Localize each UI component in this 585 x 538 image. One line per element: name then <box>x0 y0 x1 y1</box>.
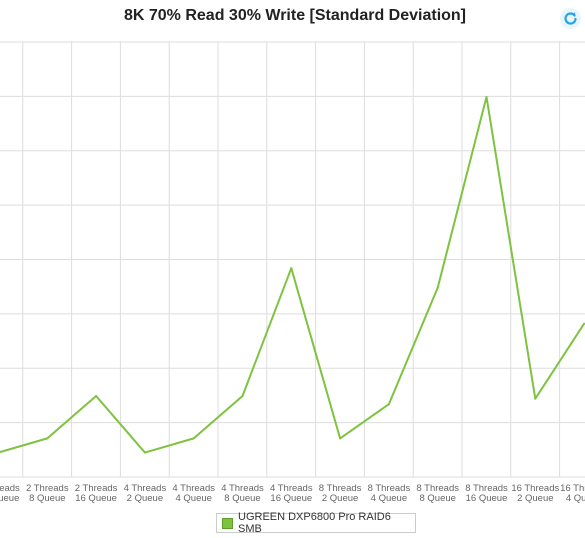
x-tick-label: 16 Threads 2 Queue <box>511 483 559 504</box>
x-tick-label: 8 Threads 8 Queue <box>416 483 459 504</box>
data-point <box>143 451 146 454</box>
gridlines <box>0 41 585 478</box>
refresh-icon <box>564 12 577 25</box>
data-point <box>339 437 342 440</box>
x-tick-label: 4 Threads 2 Queue <box>124 483 167 504</box>
data-point <box>46 437 49 440</box>
data-point <box>436 286 439 289</box>
data-point <box>387 403 390 406</box>
refresh-button[interactable] <box>560 8 581 29</box>
data-point <box>192 437 195 440</box>
x-tick-label: 2 Threads 8 Queue <box>26 483 69 504</box>
data-point <box>95 394 98 397</box>
x-tick-label: 4 Threads 8 Queue <box>221 483 264 504</box>
data-point <box>485 95 488 98</box>
x-tick-label: 4 Threads 16 Queue <box>270 483 313 504</box>
data-point <box>241 394 244 397</box>
x-tick-label: 8 Threads 4 Queue <box>368 483 411 504</box>
x-tick-label: 8 Threads 16 Queue <box>465 483 508 504</box>
legend-item[interactable]: UGREEN DXP6800 Pro RAID6 SMB <box>216 511 416 535</box>
legend-label: UGREEN DXP6800 Pro RAID6 SMB <box>238 511 391 535</box>
legend-swatch <box>222 517 233 529</box>
data-point <box>534 397 537 400</box>
x-tick-label: 4 Threads 4 Queue <box>172 483 215 504</box>
chart-title: 8K 70% Read 30% Write [Standard Deviatio… <box>123 7 467 24</box>
x-tick-label: 8 Threads 2 Queue <box>319 483 362 504</box>
data-point <box>290 267 293 270</box>
x-tick-label: 2 Threads 16 Queue <box>75 483 118 504</box>
